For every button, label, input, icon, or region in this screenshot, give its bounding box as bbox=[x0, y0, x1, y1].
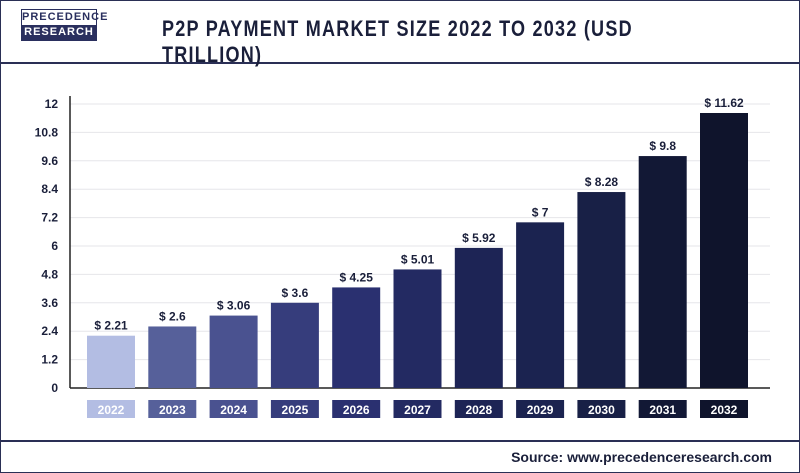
chart-title: P2P PAYMENT MARKET SIZE 2022 TO 2032 (US… bbox=[162, 16, 633, 67]
x-tick-label: 2027 bbox=[404, 403, 431, 417]
x-tick-label: 2028 bbox=[465, 403, 492, 417]
bar-2026 bbox=[332, 287, 381, 388]
bar-2022 bbox=[87, 335, 135, 388]
x-tick-box bbox=[454, 400, 503, 418]
data-label: $ 3.6 bbox=[282, 286, 309, 300]
data-label: $ 2.6 bbox=[159, 309, 186, 323]
data-label: $ 7 bbox=[532, 205, 549, 219]
x-tick-box bbox=[148, 400, 197, 418]
bar-2030 bbox=[577, 192, 626, 388]
bar-2027 bbox=[393, 269, 442, 388]
x-tick-label: 2026 bbox=[343, 403, 370, 417]
x-tick-label: 2023 bbox=[159, 403, 186, 417]
y-tick-label: 9.6 bbox=[41, 154, 58, 168]
data-label: $ 5.92 bbox=[462, 231, 496, 245]
x-tick-label: 2022 bbox=[98, 403, 125, 417]
y-tick-label: 12 bbox=[45, 97, 59, 111]
data-label: $ 9.8 bbox=[649, 139, 676, 153]
bar-2029 bbox=[516, 222, 565, 388]
data-label: $ 5.01 bbox=[401, 252, 435, 266]
x-tick-box bbox=[638, 400, 687, 418]
source-text: Source: www.precedenceresearch.com bbox=[511, 449, 772, 465]
divider bbox=[0, 440, 800, 442]
data-label: $ 11.62 bbox=[704, 96, 744, 110]
bar-2023 bbox=[148, 326, 197, 388]
logo-line2: RESEARCH bbox=[22, 25, 96, 40]
data-label: $ 2.21 bbox=[94, 319, 128, 333]
x-tick-label: 2029 bbox=[527, 403, 554, 417]
x-tick-box bbox=[270, 400, 319, 418]
x-tick-box bbox=[393, 400, 442, 418]
y-tick-label: 6 bbox=[51, 239, 58, 253]
x-tick-label: 2032 bbox=[711, 403, 738, 417]
data-label: $ 3.06 bbox=[217, 299, 251, 313]
x-tick-box bbox=[87, 400, 135, 418]
x-tick-box bbox=[516, 400, 565, 418]
bar-2032 bbox=[700, 112, 748, 388]
x-tick-label: 2025 bbox=[282, 403, 309, 417]
x-tick-box bbox=[577, 400, 626, 418]
x-tick-box bbox=[209, 400, 258, 418]
bar-2028 bbox=[454, 247, 503, 388]
y-tick-label: 1.2 bbox=[41, 353, 58, 367]
x-tick-label: 2030 bbox=[588, 403, 615, 417]
y-tick-label: 8.4 bbox=[41, 182, 58, 196]
bar-2024 bbox=[209, 315, 258, 388]
header: PRECEDENCE RESEARCH P2P PAYMENT MARKET S… bbox=[0, 0, 800, 67]
y-tick-label: 7.2 bbox=[41, 211, 58, 225]
bar-2025 bbox=[270, 302, 319, 388]
y-tick-label: 2.4 bbox=[41, 324, 58, 338]
y-tick-label: 4.8 bbox=[41, 267, 58, 281]
x-tick-label: 2031 bbox=[649, 403, 676, 417]
y-tick-label: 3.6 bbox=[41, 296, 58, 310]
x-tick-box bbox=[332, 400, 381, 418]
bar-2031 bbox=[638, 156, 687, 388]
x-tick-box bbox=[700, 400, 748, 418]
logo: PRECEDENCE RESEARCH bbox=[21, 9, 109, 41]
y-tick-label: 10.8 bbox=[35, 125, 59, 139]
data-label: $ 8.28 bbox=[585, 175, 619, 189]
data-label: $ 4.25 bbox=[340, 270, 374, 284]
logo-line1: PRECEDENCE bbox=[22, 10, 109, 25]
x-tick-label: 2024 bbox=[220, 403, 247, 417]
y-tick-label: 0 bbox=[51, 381, 58, 395]
